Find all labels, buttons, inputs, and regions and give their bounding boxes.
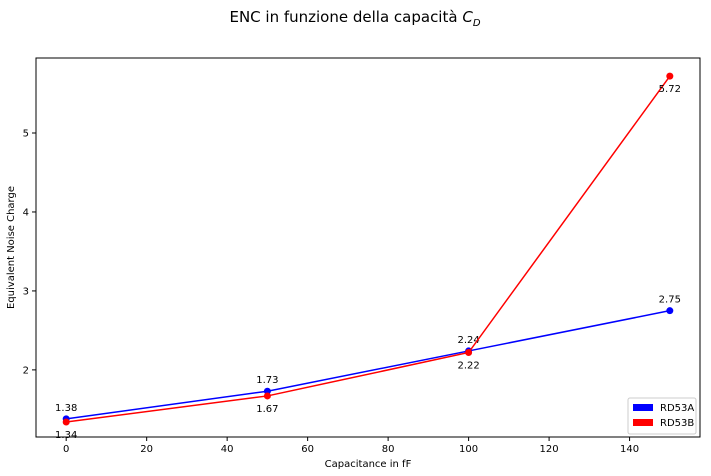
- x-axis-label: Capacitance in fF: [325, 459, 412, 470]
- y-tick-label: 2: [23, 365, 29, 376]
- data-label: 2.22: [457, 361, 479, 372]
- data-label: 1.67: [256, 404, 278, 415]
- x-tick-label: 40: [221, 444, 234, 455]
- x-tick-label: 60: [301, 444, 314, 455]
- x-axis: 0 20 40 60 80 100 120 140: [63, 437, 639, 455]
- x-tick-label: 80: [382, 444, 395, 455]
- legend: RD53A RD53B: [627, 397, 697, 435]
- y-axis: 2 3 4 5: [23, 129, 36, 376]
- legend-label: RD53B: [660, 418, 694, 429]
- x-tick-label: 100: [459, 444, 478, 455]
- data-label: 1.34: [55, 430, 77, 441]
- series-line-rd53b: [66, 75, 671, 423]
- plot-area: 1.38 1.73 2.24 2.75 1.34 1.67 2.22 5.72: [55, 72, 681, 441]
- legend-swatch-rd53a: [633, 404, 653, 411]
- x-tick-label: 120: [540, 444, 559, 455]
- series-line-rd53a: [66, 309, 670, 420]
- chart-title: ENC in funzione della capacità CD: [229, 8, 480, 29]
- y-tick-label: 5: [23, 129, 29, 140]
- data-label: 1.73: [256, 375, 278, 386]
- data-point: [465, 349, 473, 357]
- x-tick-label: 0: [63, 444, 69, 455]
- x-tick-label: 140: [620, 444, 639, 455]
- legend-label: RD53A: [660, 403, 694, 414]
- data-point: [666, 307, 674, 315]
- x-tick-label: 20: [140, 444, 153, 455]
- data-label: 2.24: [457, 335, 479, 346]
- axes-frame: [35, 57, 701, 438]
- data-point: [263, 392, 271, 400]
- data-label: 5.72: [659, 84, 681, 95]
- y-tick-label: 3: [23, 286, 29, 297]
- y-axis-label: Equivalent Noise Charge: [6, 186, 17, 309]
- legend-swatch-rd53b: [633, 419, 653, 426]
- data-label: 2.75: [659, 295, 681, 306]
- data-label: 1.38: [55, 403, 77, 414]
- data-point: [62, 418, 70, 426]
- data-point: [666, 72, 674, 80]
- y-tick-label: 4: [23, 207, 29, 218]
